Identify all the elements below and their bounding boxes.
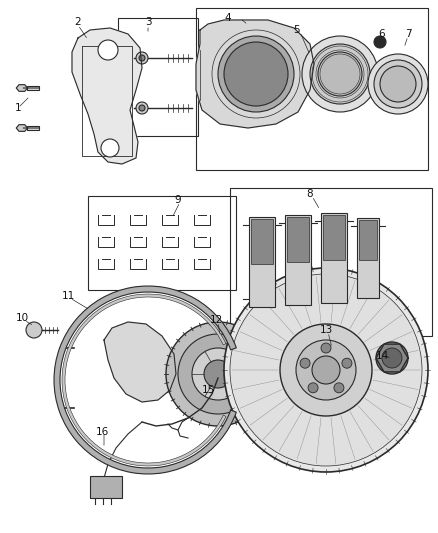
Circle shape	[218, 36, 294, 112]
Bar	[359, 220, 377, 260]
Circle shape	[166, 322, 270, 426]
Text: 4: 4	[225, 13, 231, 23]
Text: 15: 15	[201, 385, 215, 395]
Text: 9: 9	[175, 195, 181, 205]
Circle shape	[136, 52, 148, 64]
Text: 14: 14	[375, 351, 389, 361]
Circle shape	[230, 274, 422, 466]
Circle shape	[380, 66, 416, 102]
Circle shape	[139, 105, 145, 111]
Bar	[287, 217, 309, 262]
Polygon shape	[16, 125, 28, 131]
Circle shape	[300, 358, 310, 368]
Bar	[90, 476, 122, 498]
Bar	[27, 86, 39, 90]
Polygon shape	[72, 28, 142, 164]
Circle shape	[382, 348, 402, 368]
Circle shape	[310, 44, 370, 104]
Circle shape	[374, 36, 386, 48]
Circle shape	[178, 334, 258, 414]
Circle shape	[139, 55, 145, 61]
Bar	[196, 8, 428, 170]
Text: 1: 1	[15, 103, 21, 113]
Bar	[230, 188, 432, 336]
Circle shape	[318, 52, 362, 96]
Bar	[357, 218, 379, 298]
Text: 16: 16	[95, 427, 109, 437]
Bar	[249, 217, 275, 307]
Bar	[27, 126, 39, 130]
Bar	[251, 219, 273, 264]
Text: 7: 7	[405, 29, 411, 39]
Polygon shape	[16, 85, 28, 91]
Text: 8: 8	[307, 189, 313, 199]
Circle shape	[204, 360, 232, 388]
Circle shape	[342, 358, 352, 368]
Bar	[285, 215, 311, 305]
Circle shape	[224, 268, 428, 472]
Bar	[321, 213, 347, 303]
Wedge shape	[62, 294, 226, 466]
Circle shape	[224, 42, 288, 106]
Circle shape	[26, 322, 42, 338]
Text: 12: 12	[209, 315, 223, 325]
Circle shape	[368, 54, 428, 114]
Text: 13: 13	[319, 325, 332, 335]
Text: 3: 3	[145, 17, 151, 27]
Polygon shape	[196, 20, 314, 128]
Circle shape	[302, 36, 378, 112]
Text: 2: 2	[75, 17, 81, 27]
Text: 5: 5	[293, 25, 299, 35]
Wedge shape	[54, 286, 237, 474]
Circle shape	[374, 60, 422, 108]
Circle shape	[334, 383, 344, 393]
Polygon shape	[104, 322, 176, 402]
Circle shape	[308, 383, 318, 393]
Circle shape	[321, 343, 331, 353]
Circle shape	[192, 348, 244, 400]
Text: 10: 10	[15, 313, 28, 323]
Circle shape	[280, 324, 372, 416]
Bar	[88, 196, 236, 290]
Text: 11: 11	[61, 291, 74, 301]
Bar	[323, 215, 345, 260]
Circle shape	[136, 102, 148, 114]
Circle shape	[312, 356, 340, 384]
Bar	[118, 18, 198, 136]
Circle shape	[98, 40, 118, 60]
Text: 6: 6	[379, 29, 385, 39]
Circle shape	[376, 342, 408, 374]
Circle shape	[296, 340, 356, 400]
Circle shape	[101, 139, 119, 157]
